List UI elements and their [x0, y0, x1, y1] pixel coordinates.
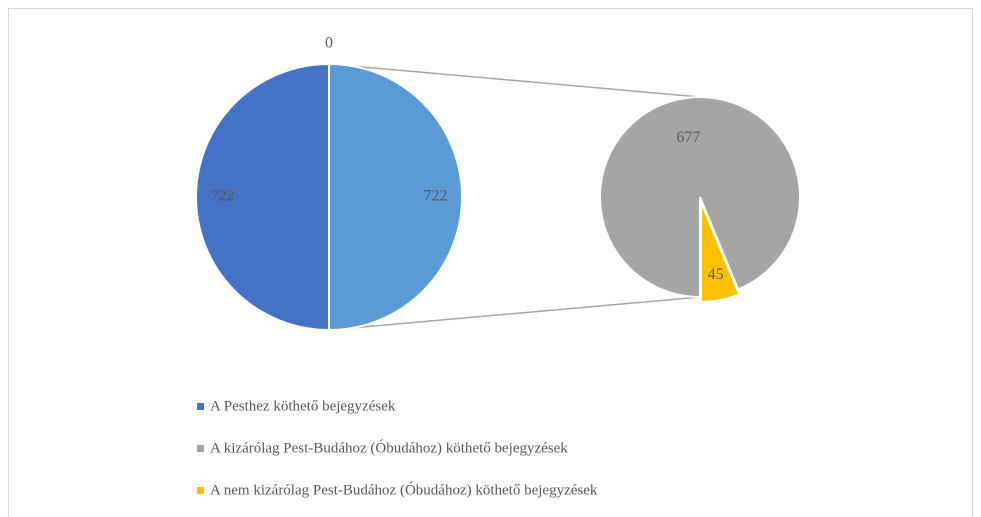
- data-label: 45: [708, 266, 724, 283]
- pie-slice: [699, 201, 741, 303]
- data-label: 677: [676, 129, 700, 146]
- legend: A Pesthez köthető bejegyzések A kizárólag…: [197, 398, 598, 498]
- legend-swatch: [197, 403, 204, 410]
- legend-swatch: [197, 487, 204, 494]
- legend-label: A nem kizárólag Pest-Budához (Óbudához) …: [210, 481, 598, 498]
- pie-slice: [328, 62, 463, 332]
- connector-line: [328, 293, 736, 331]
- data-label: 722: [423, 188, 447, 205]
- connector-line: [328, 63, 701, 98]
- pie-slice: [195, 62, 330, 332]
- legend-swatch: [197, 445, 204, 452]
- data-label: 0: [325, 35, 333, 52]
- legend-label: A Pesthez köthető bejegyzések: [210, 398, 396, 414]
- data-label: 722: [211, 188, 235, 205]
- pie-slice: [599, 96, 801, 299]
- legend-label: A kizárólag Pest-Budához (Óbudához) köth…: [210, 439, 568, 456]
- chart-frame: [8, 8, 973, 517]
